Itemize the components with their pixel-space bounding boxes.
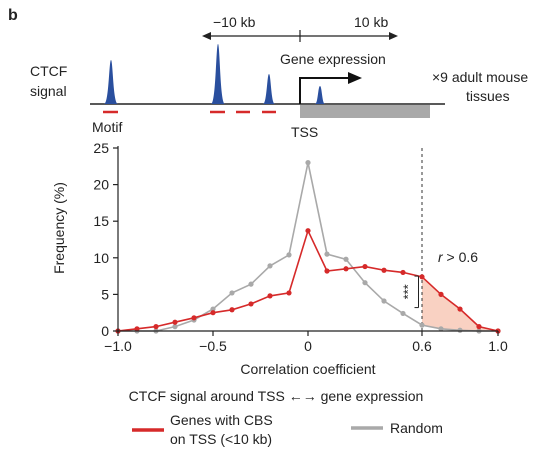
range-right-label: 10 kb <box>354 14 388 30</box>
gene-expression-label: Gene expression <box>280 51 386 67</box>
x-axis-label: Correlation coefficient <box>240 361 375 377</box>
ctcf-schematic: CTCF signal Motif TSS Gene expression −1… <box>30 14 528 140</box>
x-tick-label: 0 <box>304 338 312 354</box>
ctcf-peak <box>211 44 225 104</box>
series-point-cbs <box>381 267 387 273</box>
series-point-random <box>438 326 444 332</box>
series-point-cbs <box>286 290 292 296</box>
x-tick-label: −0.5 <box>199 338 227 354</box>
motif-label: Motif <box>92 119 122 135</box>
range-arrowhead-right <box>389 32 398 40</box>
frequency-chart: −1.0 −0.5 0 0.6 1.0 0 5 10 15 20 25 *** r > 0.6 F… <box>51 140 508 377</box>
x-tick-label: 0.6 <box>412 338 432 354</box>
tissues-label-line2: tissues <box>466 88 510 104</box>
ctcf-peak <box>104 60 118 104</box>
x-tick-label: −1.0 <box>104 338 132 354</box>
series-point-cbs <box>267 293 273 299</box>
series-point-random <box>381 298 387 304</box>
series-point-cbs <box>210 310 216 316</box>
series-point-random <box>286 252 292 258</box>
series-point-random <box>343 256 349 262</box>
tss-arrowhead <box>348 72 362 84</box>
y-tick-label: 15 <box>93 213 109 229</box>
series-point-random <box>248 281 254 287</box>
series-point-cbs <box>153 324 159 330</box>
x-axis-ticks: −1.0 −0.5 0 0.6 1.0 <box>104 331 508 354</box>
range-arrowhead-left <box>202 32 211 40</box>
series-point-cbs <box>457 306 463 312</box>
significance-bracket <box>414 275 419 309</box>
series-point-cbs <box>419 274 425 280</box>
series-point-cbs <box>476 324 482 330</box>
series-point-random <box>305 160 311 166</box>
series-point-random <box>362 280 368 286</box>
series-point-cbs <box>324 268 330 274</box>
significance-label: *** <box>401 284 416 299</box>
ctcf-peak <box>315 86 325 104</box>
series-point-cbs <box>438 291 444 297</box>
series-point-random <box>324 251 330 257</box>
y-tick-label: 20 <box>93 177 109 193</box>
series-point-cbs <box>229 307 235 313</box>
series-point-cbs <box>362 263 368 270</box>
legend-label-random: Random <box>390 420 443 436</box>
y-axis-ticks: 0 5 10 15 20 25 <box>93 140 118 339</box>
tissues-label-line1: ×9 adult mouse <box>432 69 528 85</box>
series-point-random <box>400 310 406 317</box>
y-tick-label: 0 <box>101 323 109 339</box>
legend-label-cbs-line2: on TSS (<10 kb) <box>170 431 272 447</box>
figure-caption: CTCF signal around TSS ←→ gene expressio… <box>129 388 424 404</box>
series-point-random <box>457 327 463 333</box>
threshold-label-text: > 0.6 <box>443 249 479 265</box>
series-point-random <box>229 290 235 296</box>
y-tick-label: 5 <box>101 286 109 302</box>
series-point-cbs <box>172 319 178 325</box>
tss-label: TSS <box>291 124 318 140</box>
range-left-label: −10 kb <box>213 14 256 30</box>
chart-marks <box>115 160 501 334</box>
threshold-shade <box>422 276 498 331</box>
series-point-random <box>267 263 273 269</box>
x-tick-label: 1.0 <box>488 338 508 354</box>
series-point-cbs <box>343 266 349 272</box>
series-point-cbs <box>248 301 254 307</box>
ctcf-label-line2: signal <box>30 83 67 99</box>
y-tick-label: 25 <box>93 140 109 156</box>
gene-body <box>300 105 430 118</box>
series-point-cbs <box>400 269 406 276</box>
y-axis-label: Frequency (%) <box>51 182 67 274</box>
y-tick-label: 10 <box>93 250 109 266</box>
panel-label: b <box>8 7 18 24</box>
series-point-cbs <box>191 315 197 321</box>
ctcf-peak <box>263 74 275 104</box>
series-point-random <box>419 322 425 328</box>
series-point-random <box>172 324 178 330</box>
tss-arrow-line <box>299 77 348 104</box>
ctcf-label-line1: CTCF <box>30 63 67 79</box>
chart-legend: Genes with CBS on TSS (<10 kb) Random <box>132 412 443 447</box>
threshold-label: r > 0.6 <box>438 249 478 265</box>
series-point-cbs <box>305 228 311 234</box>
series-point-random <box>210 306 216 312</box>
threshold-label-symbol: r <box>438 249 444 265</box>
legend-label-cbs-line1: Genes with CBS <box>170 412 273 428</box>
series-point-cbs <box>134 326 140 332</box>
